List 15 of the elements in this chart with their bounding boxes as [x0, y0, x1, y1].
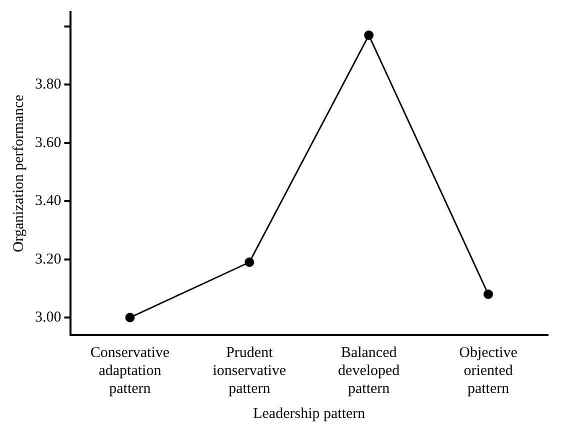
x-tick-label: Balanced developed pattern — [338, 344, 400, 397]
y-tick-label: 3.40 — [35, 193, 62, 210]
y-tick-label: 3.60 — [35, 134, 62, 151]
x-axis-title: Leadership pattern — [253, 406, 366, 422]
x-tick-label: Prudent ionservative pattern — [212, 344, 286, 397]
y-axis-title: Organization performance — [10, 94, 27, 252]
point — [125, 312, 135, 322]
x-tick-label: Conservative adaptation pattern — [90, 344, 170, 397]
y-tick-label: 3.00 — [35, 309, 62, 326]
point — [244, 258, 254, 268]
point — [484, 290, 494, 300]
point — [364, 30, 374, 40]
y-tick-label: 3.20 — [35, 251, 62, 268]
x-tick-label: Objective oriented pattern — [459, 344, 518, 397]
y-tick-label: 3.80 — [35, 76, 62, 93]
